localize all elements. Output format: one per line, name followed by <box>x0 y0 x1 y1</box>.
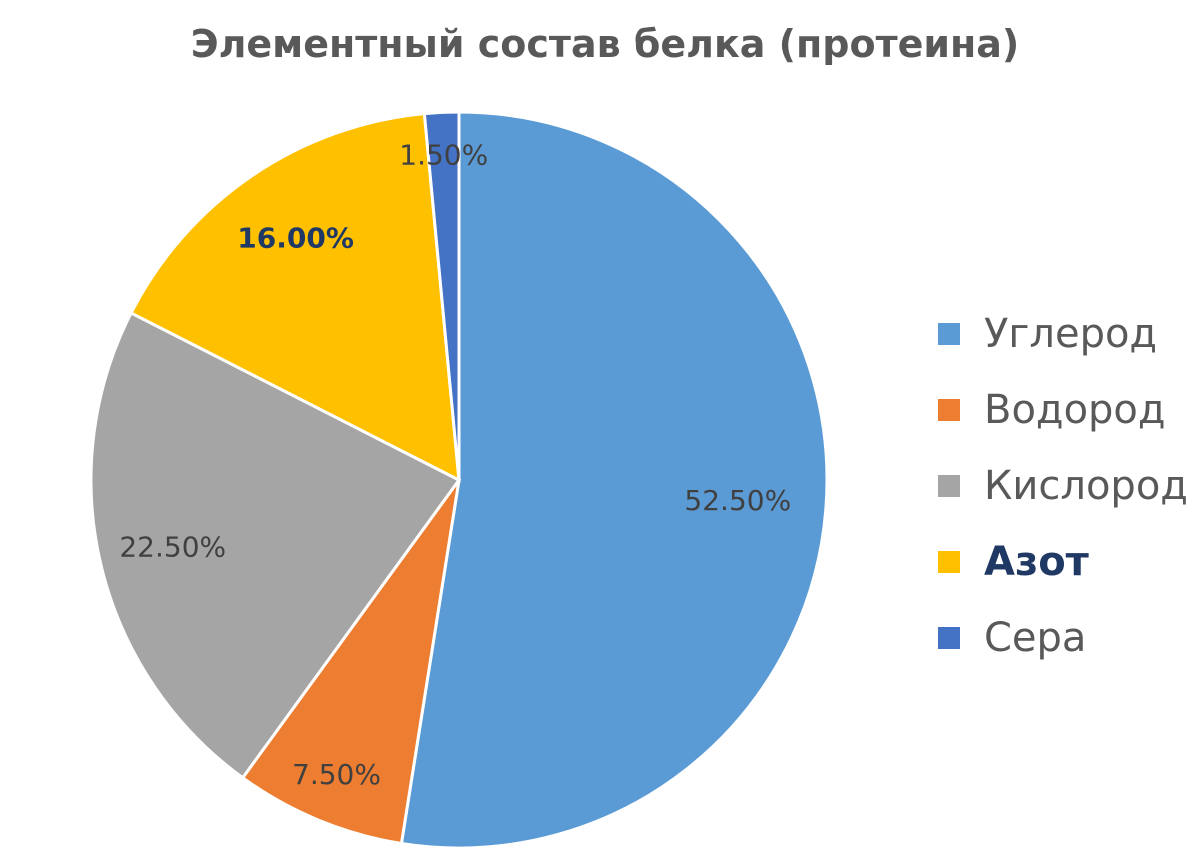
chart-title: Элементный состав белка (протеина) <box>190 22 1020 66</box>
data-label-nitrogen: 16.00% <box>237 222 354 255</box>
pie-slice-carbon <box>399 110 829 850</box>
data-label-oxygen: 22.50% <box>119 531 226 564</box>
data-label-sulfur: 1.50% <box>399 139 488 172</box>
legend-swatch-carbon <box>938 323 960 345</box>
legend-item-oxygen: Кислород <box>938 448 1188 524</box>
legend-swatch-hydrogen <box>938 399 960 421</box>
pie-slice-sulfur <box>422 110 461 481</box>
data-label-carbon: 52.50% <box>684 484 791 517</box>
legend-item-carbon: Углерод <box>938 296 1188 372</box>
legend-item-nitrogen: Азот <box>938 524 1188 600</box>
legend-swatch-oxygen <box>938 475 960 497</box>
pie-slice-oxygen <box>89 310 462 780</box>
legend-swatch-nitrogen <box>938 551 960 573</box>
pie-slice-hydrogen <box>240 479 461 846</box>
legend-label-hydrogen: Водород <box>984 387 1166 433</box>
legend-item-hydrogen: Водород <box>938 372 1188 448</box>
pie-slice-nitrogen <box>129 111 461 483</box>
legend-item-sulfur: Сера <box>938 600 1188 676</box>
legend-label-oxygen: Кислород <box>984 463 1188 509</box>
legend-label-sulfur: Сера <box>984 615 1087 661</box>
legend: Углерод Водород Кислород Азот Сера <box>938 296 1188 676</box>
legend-label-nitrogen: Азот <box>984 539 1089 585</box>
data-label-hydrogen: 7.50% <box>292 758 381 791</box>
legend-swatch-sulfur <box>938 627 960 649</box>
legend-label-carbon: Углерод <box>984 311 1158 357</box>
